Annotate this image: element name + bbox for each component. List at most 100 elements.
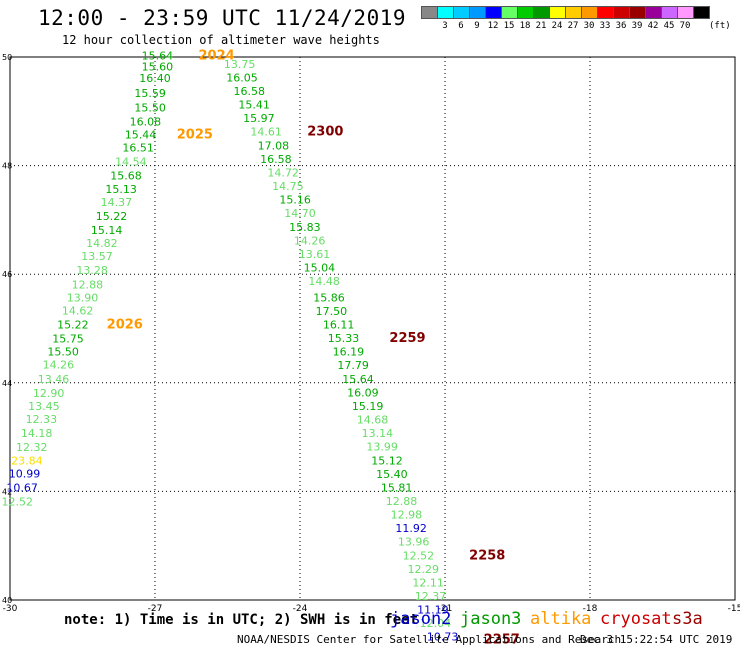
wave-height-label: 23.84 xyxy=(11,454,43,467)
y-tick-label: 50 xyxy=(2,53,12,62)
wave-height-label: 14.37 xyxy=(101,196,133,209)
y-tick-label: 40 xyxy=(2,596,12,605)
wave-height-label: 13.75 xyxy=(224,58,256,71)
wave-height-label: 15.83 xyxy=(289,221,321,234)
color-scale-label: 12 xyxy=(487,21,499,31)
plot-frame xyxy=(9,56,736,601)
x-tick-label: -21 xyxy=(438,604,453,614)
wave-height-label: 12.88 xyxy=(72,278,104,291)
legend-cryosat: cryosat xyxy=(600,609,672,629)
wave-height-label: 15.81 xyxy=(381,481,413,494)
wave-height-label: 12.90 xyxy=(33,387,65,400)
wave-height-label: 12.32 xyxy=(16,441,48,454)
track-time-label: 2300 xyxy=(307,125,343,140)
x-tick-label: -18 xyxy=(583,604,598,614)
color-scale-swatches xyxy=(421,6,729,19)
y-tick-label: 44 xyxy=(2,379,12,388)
wave-height-label: 17.08 xyxy=(258,139,290,152)
color-scale-label: 30 xyxy=(583,21,595,31)
wave-height-label: 13.90 xyxy=(67,291,99,304)
wave-height-label: 14.61 xyxy=(250,126,282,139)
wave-height-label: 15.68 xyxy=(110,170,142,183)
wave-height-label: 16.11 xyxy=(323,319,355,332)
wave-height-label: 12.88 xyxy=(386,495,418,508)
color-scale-label: 27 xyxy=(567,21,579,31)
wave-height-label: 13.96 xyxy=(398,536,430,549)
legend-jason3: jason3 xyxy=(460,609,522,629)
wave-height-label: 12.52 xyxy=(403,549,435,562)
wave-height-label: 14.26 xyxy=(294,234,326,247)
wave-height-label: 14.82 xyxy=(86,237,118,250)
color-scale-label: 39 xyxy=(631,21,643,31)
wave-height-label: 11.19 xyxy=(417,604,449,617)
wave-height-label: 15.59 xyxy=(134,87,166,100)
color-scale-label: 3 xyxy=(442,21,448,31)
wave-height-label: 11.92 xyxy=(395,522,427,535)
wave-height-label: 15.22 xyxy=(57,319,89,332)
track-time-label: 2258 xyxy=(469,548,505,563)
color-scale-swatch xyxy=(693,6,710,19)
wave-height-label: 14.26 xyxy=(43,359,75,372)
wave-height-label: 16.51 xyxy=(122,141,154,154)
wave-height-label: 14.75 xyxy=(272,180,304,193)
color-scale-label: 45 xyxy=(663,21,675,31)
wave-height-label: 15.22 xyxy=(96,210,128,223)
wave-height-label: 14.18 xyxy=(21,427,53,440)
wave-height-label: 17.50 xyxy=(316,305,348,318)
wave-height-label: 12.98 xyxy=(391,509,423,522)
wave-height-label: 12.33 xyxy=(26,413,58,426)
x-tick-label: -30 xyxy=(3,604,18,614)
x-tick-label: -15 xyxy=(728,604,740,614)
y-tick-label: 42 xyxy=(2,487,12,496)
generation-timestamp: Dec 3 15:22:54 UTC 2019 xyxy=(580,633,733,646)
wave-height-label: 16.19 xyxy=(333,346,365,359)
color-scale-label: 9 xyxy=(474,21,480,31)
wave-height-label: 16.40 xyxy=(139,72,171,85)
wave-height-label: 15.40 xyxy=(376,468,408,481)
wave-height-label: 15.14 xyxy=(91,224,123,237)
color-scale-label: 15 xyxy=(503,21,515,31)
wave-height-label: 15.97 xyxy=(243,112,275,125)
y-tick-label: 48 xyxy=(2,162,12,171)
wave-height-label: 14.54 xyxy=(115,156,147,169)
color-scale-labels: 3 6 9 12 15 18 21 24 27 30 33 36 39 42 45 70 (ft) xyxy=(421,21,730,31)
wave-height-label: 12.29 xyxy=(408,563,440,576)
x-tick-label: -27 xyxy=(148,604,163,614)
wave-height-label: 17.79 xyxy=(337,359,369,372)
wave-height-label: 13.99 xyxy=(366,441,398,454)
color-scale-label: 42 xyxy=(647,21,659,31)
wave-height-label: 13.46 xyxy=(38,373,70,386)
wave-height-label: 12.11 xyxy=(412,576,444,589)
wave-height-label: 14.70 xyxy=(284,207,316,220)
wave-height-label: 15.50 xyxy=(134,101,166,114)
wave-height-label: 14.62 xyxy=(62,304,94,317)
wave-height-label: 14.68 xyxy=(357,414,389,427)
wave-height-label: 15.44 xyxy=(125,128,157,141)
wave-height-label: 13.28 xyxy=(76,264,108,277)
wave-height-label: 16.58 xyxy=(260,153,292,166)
track-time-label: 2259 xyxy=(389,331,425,346)
wave-height-label: 13.14 xyxy=(362,427,394,440)
x-tick-label: -24 xyxy=(293,604,308,614)
wave-height-label: 13.45 xyxy=(28,400,60,413)
wave-height-label: 15.12 xyxy=(371,454,403,467)
wave-height-label: 15.60 xyxy=(142,61,174,74)
track-time-label: 2025 xyxy=(177,127,213,142)
wave-height-label: 15.04 xyxy=(304,261,336,274)
wave-height-label: 16.58 xyxy=(234,85,266,98)
wave-height-label: 10.67 xyxy=(6,481,38,494)
wave-height-label: 12.37 xyxy=(415,590,447,603)
legend-altika: altika xyxy=(530,609,592,629)
wave-height-label: 16.08 xyxy=(130,115,162,128)
wave-height-label: 15.75 xyxy=(52,333,84,346)
y-tick-label: 46 xyxy=(2,270,12,279)
wave-height-label: 16.09 xyxy=(347,386,379,399)
wave-height-label: 14.48 xyxy=(308,275,340,288)
color-scale: 3 6 9 12 15 18 21 24 27 30 33 36 39 42 45 70 (ft) xyxy=(421,6,731,31)
color-scale-label: 6 xyxy=(458,21,464,31)
wave-height-label: 13.61 xyxy=(299,248,331,261)
wave-height-label: 15.41 xyxy=(238,99,270,112)
legend-jason2: jason2 xyxy=(390,609,452,629)
wave-height-label: 12.52 xyxy=(2,496,34,509)
